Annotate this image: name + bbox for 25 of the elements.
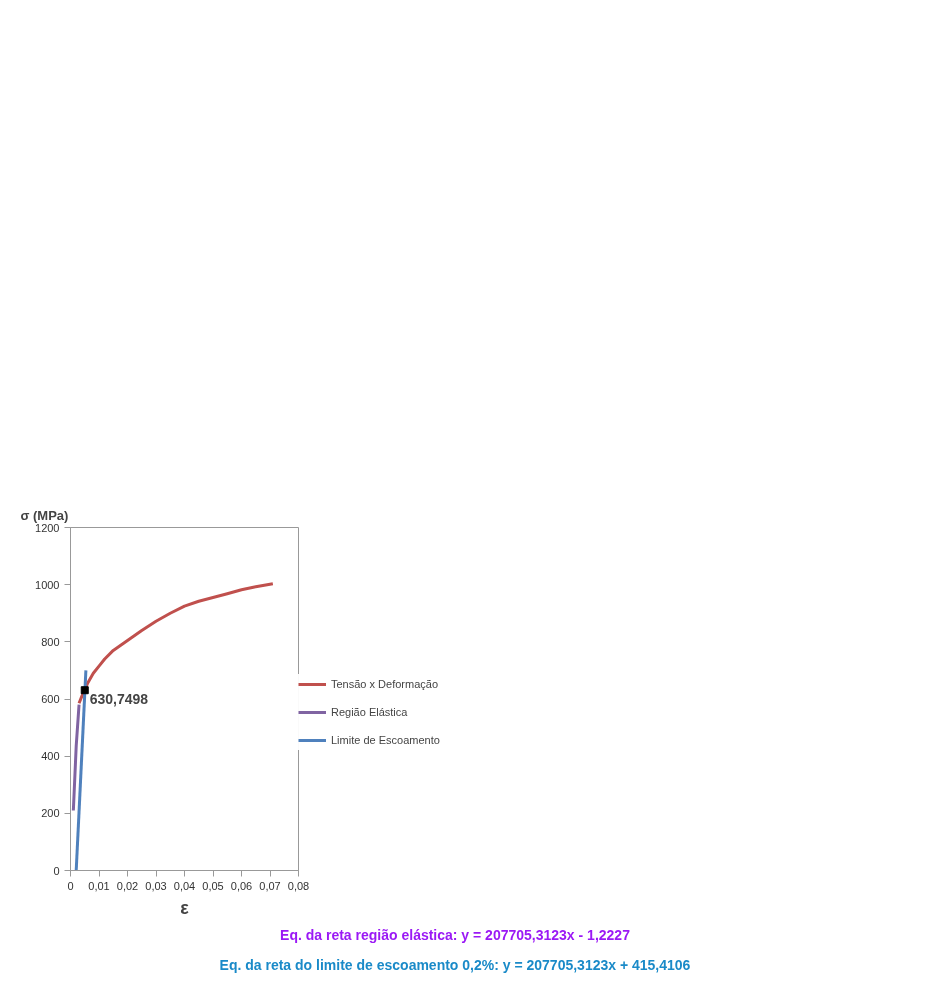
- annotation: 630,7498: [89, 691, 149, 708]
- text: Eq. da reta do limite de escoamento 0,2%: y = 207705,3123x + 415,4106: [219, 956, 691, 975]
- legend-label: Limite de Escoamento: [331, 734, 440, 746]
- y-tick-label: 400: [41, 750, 60, 763]
- legend-label: Tensão x Deformação: [331, 678, 438, 690]
- y-axis-title: σ (MPa): [20, 507, 69, 523]
- y-tick-label: 1200: [35, 521, 60, 534]
- x-tick-label: 0,01: [88, 879, 110, 892]
- y-tick-label: 800: [41, 635, 60, 648]
- x-tick-label: 0,08: [287, 879, 310, 892]
- x-tick-label: 0,07: [259, 879, 281, 892]
- x-tick-label: 0,06: [230, 879, 253, 892]
- y-tick-label: 0: [53, 864, 60, 877]
- x-tick-label: 0,02: [116, 879, 139, 892]
- y-tick-label: 1000: [35, 578, 60, 591]
- x-tick-label: 0,05: [202, 879, 224, 892]
- legend-label: Região Elástica: [331, 706, 408, 718]
- x-tick-label: 0,03: [145, 879, 167, 892]
- y-tick-label: 200: [41, 807, 60, 820]
- y-tick-label: 600: [41, 693, 60, 705]
- x-tick-label: 0: [67, 879, 74, 892]
- text: Eq. da reta região elástica: y = 207705,3123x - 1,2227: [280, 926, 630, 945]
- x-axis-title: ε: [180, 897, 190, 918]
- line-series: [77, 582, 275, 705]
- x-tick-label: 0,04: [173, 879, 196, 892]
